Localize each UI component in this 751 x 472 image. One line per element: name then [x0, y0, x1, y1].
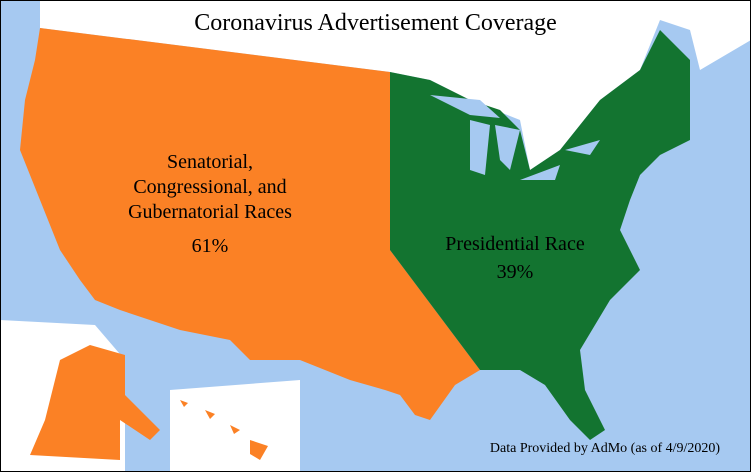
hawaii [180, 400, 268, 460]
region-west [20, 28, 480, 420]
alaska [30, 345, 160, 460]
canada [40, 0, 751, 170]
source-note: Data Provided by AdMo (as of 4/9/2020) [489, 441, 721, 456]
region-value: 39% [496, 261, 534, 283]
region-value: 61% [191, 235, 229, 257]
region-label: Presidential Race [445, 233, 585, 255]
region-east [390, 30, 690, 440]
great-lakes [430, 95, 600, 180]
map-title: Coronavirus Advertisement Coverage [194, 10, 557, 36]
region-label: Senatorial, Congressional, and Gubernato… [128, 151, 292, 223]
